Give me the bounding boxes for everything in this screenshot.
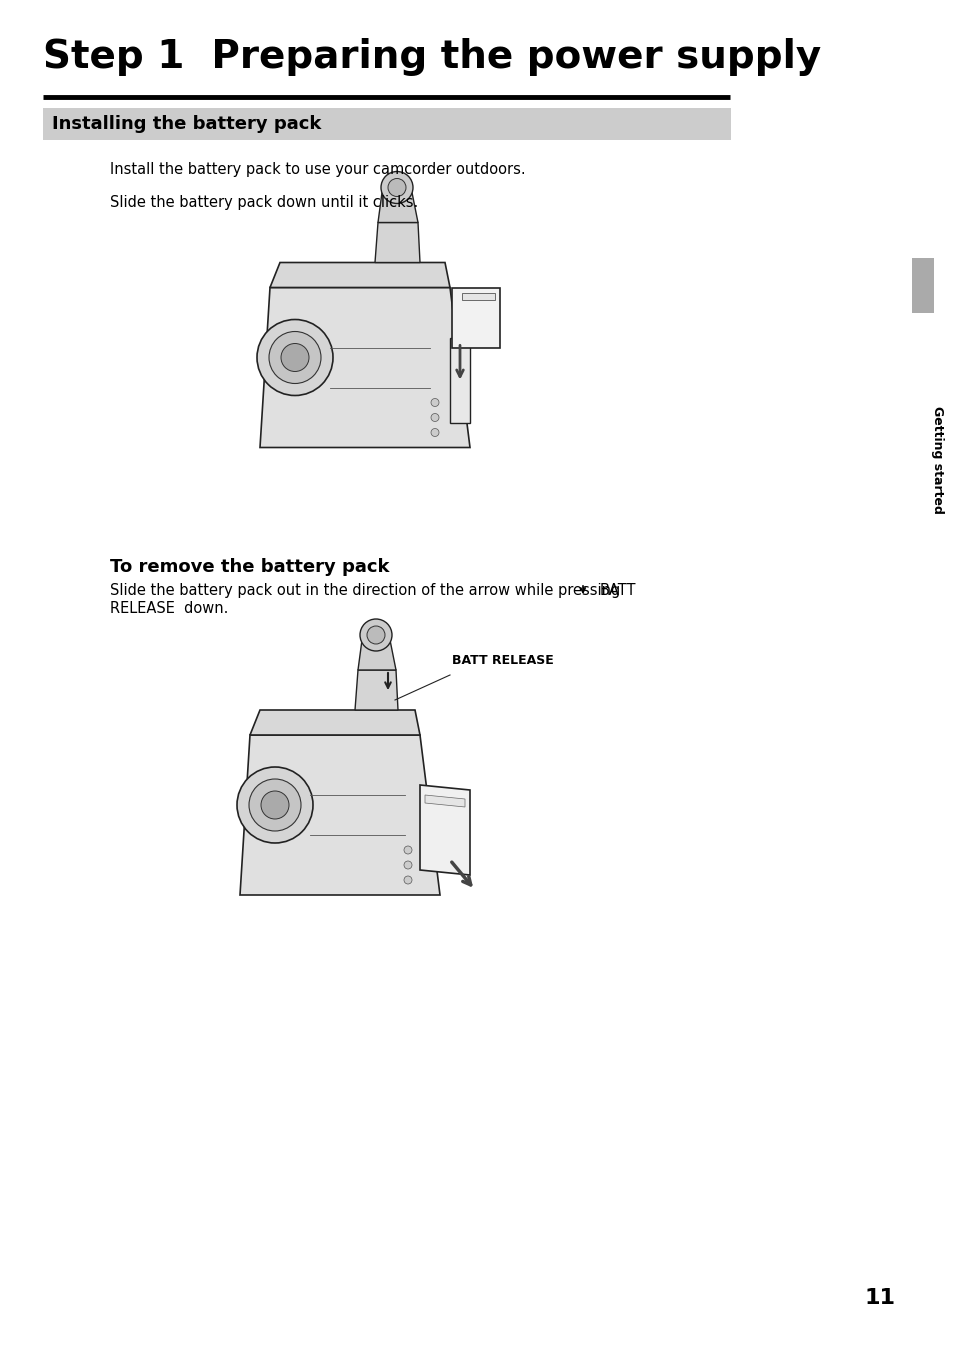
Text: Install the battery pack to use your camcorder outdoors.: Install the battery pack to use your cam… xyxy=(110,162,525,177)
Polygon shape xyxy=(270,262,450,288)
Circle shape xyxy=(380,172,413,204)
Text: Step 1  Preparing the power supply: Step 1 Preparing the power supply xyxy=(43,38,821,76)
Polygon shape xyxy=(452,288,499,347)
Circle shape xyxy=(431,429,438,437)
Text: Slide the battery pack out in the direction of the arrow while pressing: Slide the battery pack out in the direct… xyxy=(110,583,619,598)
Circle shape xyxy=(269,331,320,384)
Polygon shape xyxy=(461,292,495,300)
Polygon shape xyxy=(377,192,417,223)
Circle shape xyxy=(403,876,412,884)
Circle shape xyxy=(367,626,385,644)
Circle shape xyxy=(431,414,438,422)
Text: BATT RELEASE: BATT RELEASE xyxy=(452,654,553,667)
Text: Installing the battery pack: Installing the battery pack xyxy=(52,115,321,132)
Polygon shape xyxy=(357,639,395,671)
Polygon shape xyxy=(240,735,439,895)
Polygon shape xyxy=(375,223,419,262)
Circle shape xyxy=(261,791,289,819)
Bar xyxy=(911,258,933,314)
Polygon shape xyxy=(260,288,470,448)
Polygon shape xyxy=(250,710,419,735)
Circle shape xyxy=(249,779,301,831)
Text: To remove the battery pack: To remove the battery pack xyxy=(110,558,389,576)
Polygon shape xyxy=(450,338,470,422)
Circle shape xyxy=(403,861,412,869)
Text: RELEASE  down.: RELEASE down. xyxy=(110,602,228,617)
Circle shape xyxy=(403,846,412,854)
Text: 11: 11 xyxy=(863,1288,895,1307)
Polygon shape xyxy=(424,795,464,807)
Circle shape xyxy=(431,399,438,407)
Text: Slide the battery pack down until it clicks.: Slide the battery pack down until it cli… xyxy=(110,195,417,210)
Circle shape xyxy=(388,178,406,196)
Circle shape xyxy=(236,767,313,844)
Text: Getting started: Getting started xyxy=(930,406,943,514)
Circle shape xyxy=(281,343,309,372)
Circle shape xyxy=(359,619,392,652)
Bar xyxy=(43,108,730,141)
Polygon shape xyxy=(419,786,470,875)
Text: BATT: BATT xyxy=(599,583,636,598)
Polygon shape xyxy=(355,671,397,710)
Circle shape xyxy=(256,319,333,396)
